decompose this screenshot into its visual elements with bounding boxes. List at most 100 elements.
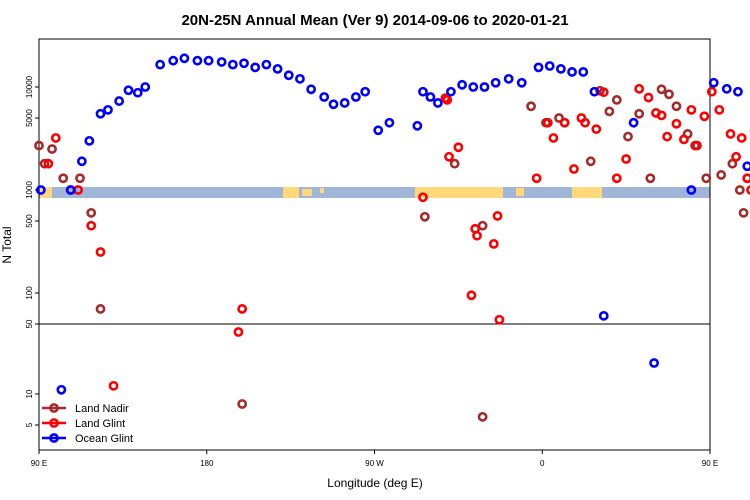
land-glint-point bbox=[692, 140, 702, 151]
chart-title: 20N-25N Annual Mean (Ver 9) 2014-09-06 t… bbox=[181, 12, 568, 29]
legend: Land Nadir Land Glint Ocean Glint bbox=[42, 403, 133, 445]
land-glint-point bbox=[699, 111, 710, 122]
ocean-glint-point bbox=[628, 117, 639, 128]
land-glint-point bbox=[662, 131, 673, 142]
land-nadir-point bbox=[671, 101, 682, 112]
x-axis-label: Longitude (deg E) bbox=[327, 476, 422, 490]
ocean-glint-point bbox=[578, 67, 589, 77]
land-nadir-point bbox=[664, 89, 674, 100]
land-glint-point bbox=[442, 94, 453, 105]
land-glint-point bbox=[746, 185, 750, 195]
map-land-patch bbox=[320, 188, 324, 193]
ocean-glint-point bbox=[479, 82, 490, 92]
land-nadir-point bbox=[611, 94, 622, 105]
ocean-glint-point bbox=[350, 92, 361, 102]
land-glint-point bbox=[731, 151, 741, 162]
ocean-glint-point bbox=[103, 104, 113, 115]
map-land-patch bbox=[516, 188, 524, 196]
ocean-glint-point bbox=[708, 77, 719, 88]
ocean-glint-point bbox=[544, 61, 555, 71]
land-glint-point bbox=[725, 129, 736, 139]
ocean-glint-point bbox=[516, 77, 527, 88]
land-glint-point bbox=[611, 173, 622, 184]
land-glint-point bbox=[621, 154, 632, 164]
ocean-glint-point bbox=[555, 63, 566, 74]
land-glint-point bbox=[580, 117, 591, 128]
land-glint-point bbox=[494, 314, 505, 325]
map-land-patch bbox=[40, 187, 52, 198]
ocean-glint-point bbox=[114, 96, 125, 106]
map-strip bbox=[39, 187, 710, 198]
land-nadir-point bbox=[95, 304, 106, 314]
ocean-glint-point bbox=[168, 55, 179, 66]
ocean-glint-point bbox=[589, 86, 600, 97]
ocean-glint-point bbox=[468, 82, 479, 92]
ocean-glint-point bbox=[132, 87, 143, 98]
ocean-glint-point bbox=[432, 98, 443, 108]
land-glint-point bbox=[418, 192, 428, 203]
land-glint-point bbox=[108, 380, 119, 391]
x-tick-label: 0 bbox=[540, 459, 545, 468]
land-nadir-point bbox=[477, 220, 488, 231]
ocean-glint-point bbox=[384, 117, 395, 128]
land-nadir-point bbox=[39, 158, 50, 169]
land-nadir-point bbox=[645, 173, 656, 184]
ocean-glint-point bbox=[56, 384, 67, 395]
land-nadir-point bbox=[604, 106, 615, 117]
land-nadir-point bbox=[716, 170, 727, 180]
ocean-glint-point bbox=[192, 55, 203, 66]
ocean-glint-point bbox=[533, 62, 544, 73]
land-nadir-point bbox=[585, 156, 596, 167]
y-tick-label: 100 bbox=[25, 286, 34, 300]
land-nadir-point bbox=[634, 108, 645, 119]
y-axis-label: N Total bbox=[0, 226, 14, 263]
ocean-glint-point bbox=[339, 98, 350, 108]
land-glint-point bbox=[488, 238, 499, 249]
ocean-glint-point bbox=[598, 310, 609, 321]
upper-plot-frame bbox=[38, 38, 711, 325]
land-nadir-point bbox=[526, 101, 536, 112]
y-tick-label: 5000 bbox=[25, 109, 34, 127]
ocean-glint-point bbox=[418, 86, 428, 97]
ocean-glint-point bbox=[360, 86, 371, 97]
land-nadir-point bbox=[419, 211, 430, 222]
land-glint-point bbox=[714, 104, 725, 115]
land-glint-point bbox=[736, 133, 747, 143]
land-glint-point bbox=[548, 133, 559, 143]
land-glint-point bbox=[43, 158, 54, 169]
legend-label-land-glint: Land Glint bbox=[75, 418, 125, 430]
land-glint-point bbox=[542, 117, 553, 128]
land-glint-point bbox=[679, 134, 689, 145]
y-tick-label: 10000 bbox=[25, 75, 34, 98]
ocean-glint-point bbox=[216, 57, 227, 67]
map-land-patch bbox=[283, 187, 299, 198]
land-nadir-point bbox=[727, 158, 738, 169]
land-glint-point bbox=[233, 327, 244, 337]
ocean-glint-point bbox=[503, 73, 514, 84]
x-tick-label: 90 E bbox=[702, 459, 718, 468]
land-glint-point bbox=[237, 304, 248, 314]
map-land-patch bbox=[415, 187, 503, 198]
x-tick-label: 180 bbox=[200, 459, 214, 468]
ocean-glint-point bbox=[567, 67, 577, 77]
legend-marker-land-glint bbox=[49, 418, 59, 428]
ocean-glint-point bbox=[35, 185, 46, 195]
ocean-glint-point bbox=[721, 83, 732, 94]
legend-label-land-nadir: Land Nadir bbox=[75, 403, 129, 415]
land-glint-point bbox=[492, 211, 503, 221]
land-nadir-point bbox=[738, 207, 749, 218]
ocean-glint-point bbox=[283, 70, 294, 81]
x-tick-label: 90 E bbox=[31, 459, 47, 468]
land-glint-point bbox=[444, 151, 454, 162]
ocean-glint-point bbox=[239, 58, 249, 69]
land-nadir-point bbox=[237, 399, 248, 409]
ocean-glint-point bbox=[76, 156, 87, 167]
ocean-glint-point bbox=[742, 161, 750, 172]
ocean-glint-point bbox=[457, 79, 468, 90]
land-nadir-point bbox=[449, 158, 460, 169]
land-nadir-point bbox=[477, 411, 488, 422]
land-glint-point bbox=[591, 124, 602, 135]
land-glint-point bbox=[559, 117, 570, 128]
ocean-glint-point bbox=[328, 99, 339, 110]
ocean-glint-point bbox=[319, 92, 330, 102]
